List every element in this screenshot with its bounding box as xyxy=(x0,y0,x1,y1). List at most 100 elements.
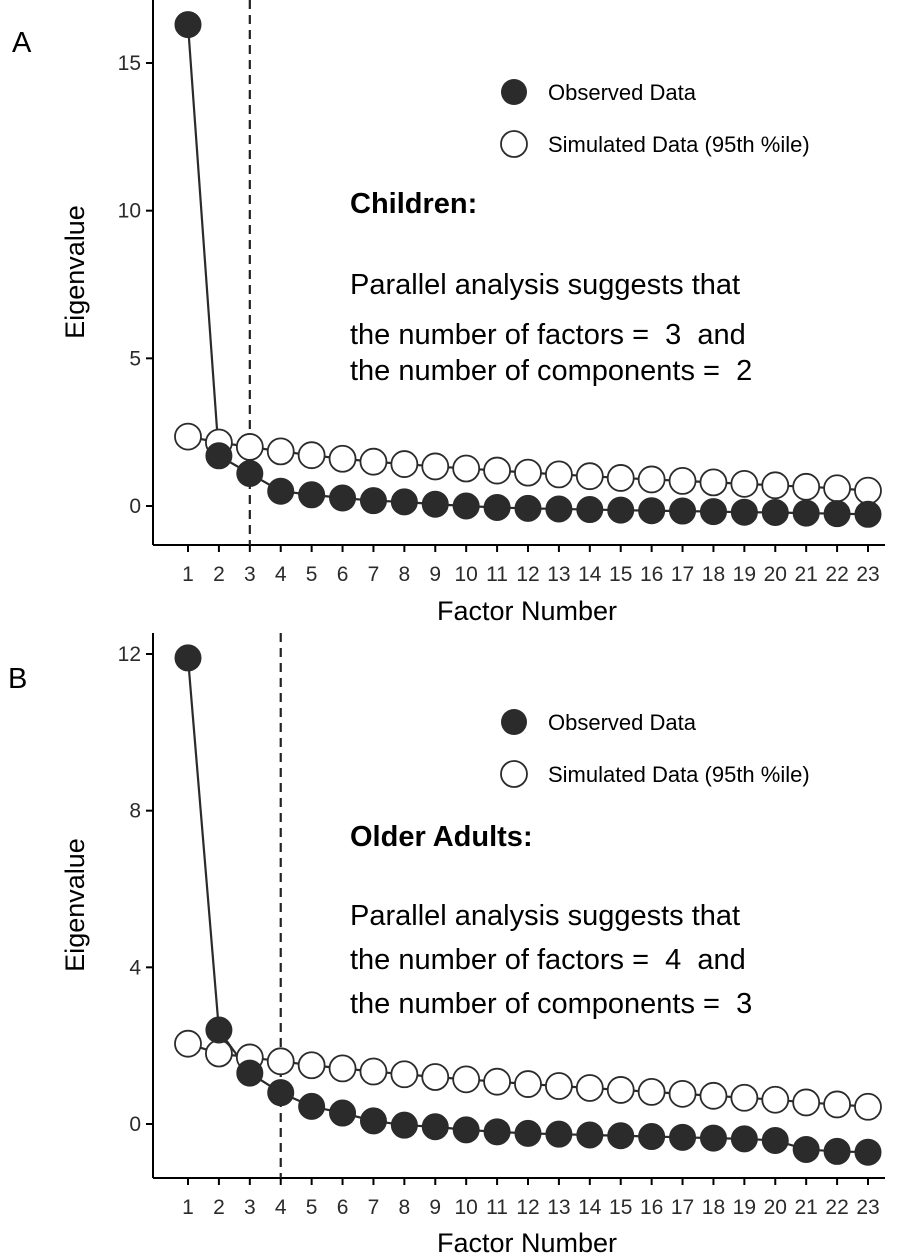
observed-point xyxy=(823,500,851,528)
observed-point xyxy=(298,481,326,509)
simulated-point xyxy=(452,454,481,483)
legend-simulated-label: Simulated Data (95th %ile) xyxy=(548,762,810,787)
observed-point xyxy=(421,1113,449,1141)
legend-simulated-marker xyxy=(500,130,528,158)
legend-simulated-marker xyxy=(500,760,528,788)
x-tick-label: 21 xyxy=(795,563,818,586)
simulated-point xyxy=(545,460,573,489)
simulated-point xyxy=(730,1083,759,1112)
simulated-point xyxy=(359,447,388,476)
simulated-point xyxy=(792,472,821,501)
observed-point xyxy=(699,1124,727,1152)
x-tick-label: 11 xyxy=(486,563,508,586)
annotation-line: Parallel analysis suggests that xyxy=(350,269,740,301)
x-tick-label: 19 xyxy=(733,563,756,586)
annotation-line: the number of components = 2 xyxy=(350,355,752,387)
observed-point xyxy=(792,499,820,527)
simulated-point xyxy=(668,1079,697,1108)
observed-point xyxy=(638,497,666,525)
observed-point xyxy=(174,11,202,39)
simulated-point xyxy=(390,450,419,478)
x-tick-label: 8 xyxy=(399,1196,411,1219)
x-tick-label: 6 xyxy=(337,563,349,586)
legend: Observed Data Simulated Data (95th %ile) xyxy=(500,79,810,158)
x-tick-label: 10 xyxy=(455,563,478,586)
simulated-point xyxy=(854,1092,882,1121)
simulated-point xyxy=(699,468,728,497)
x-tick-label: 2 xyxy=(213,563,225,586)
x-tick-label: 9 xyxy=(429,563,441,586)
x-tick-label: 13 xyxy=(547,1196,570,1219)
y-tick-label: 5 xyxy=(129,347,141,370)
observed-point xyxy=(854,500,882,528)
simulated-point xyxy=(328,1054,357,1083)
x-tick-label: 1 xyxy=(182,563,194,586)
simulated-point xyxy=(452,1065,481,1094)
observed-point xyxy=(545,1120,573,1148)
observed-point xyxy=(730,498,758,526)
observed-point xyxy=(236,460,264,488)
observed-point xyxy=(205,442,233,470)
y-tick-label: 8 xyxy=(129,800,141,823)
panel-label: A xyxy=(12,27,32,59)
observed-point xyxy=(576,1121,604,1149)
x-tick-label: 4 xyxy=(275,563,287,586)
x-tick-label: 5 xyxy=(306,563,318,586)
simulated-point xyxy=(297,441,326,470)
observed-point xyxy=(483,1118,511,1146)
observed-point xyxy=(390,488,418,516)
annotation: Older Adults: Parallel analysis suggests … xyxy=(350,821,752,1020)
x-tick-label: 3 xyxy=(244,563,256,586)
observed-point xyxy=(607,1122,635,1150)
x-tick-label: 6 xyxy=(337,1196,349,1219)
x-tick-label: 22 xyxy=(825,563,848,586)
simulated-point xyxy=(483,456,511,485)
x-tick-label: 23 xyxy=(856,1196,879,1219)
x-tick-label: 11 xyxy=(486,1196,508,1219)
observed-point xyxy=(514,1119,542,1147)
simulated-point xyxy=(297,1051,326,1080)
x-tick-label: 21 xyxy=(795,1196,818,1219)
y-tick-label: 15 xyxy=(118,52,141,75)
observed-point xyxy=(452,492,480,520)
observed-point xyxy=(298,1092,326,1120)
x-tick-label: 18 xyxy=(702,1196,725,1219)
annotation-title: Children: xyxy=(350,188,477,220)
x-tick-label: 17 xyxy=(671,563,694,586)
x-tick-label: 10 xyxy=(455,1196,478,1219)
annotation: Children: Parallel analysis suggests that… xyxy=(350,188,752,387)
annotation-line: the number of components = 3 xyxy=(350,988,752,1020)
simulated-point xyxy=(637,465,666,494)
x-tick-label: 20 xyxy=(764,563,787,586)
x-tick-label: 22 xyxy=(825,1196,848,1219)
observed-point xyxy=(514,494,542,522)
y-axis-title: Eigenvalue xyxy=(60,205,90,339)
observed-point xyxy=(359,487,387,515)
observed-point xyxy=(854,1138,882,1166)
simulated-point xyxy=(606,464,635,492)
legend-observed-marker xyxy=(501,709,527,735)
y-tick-label: 0 xyxy=(129,1113,141,1136)
simulated-point xyxy=(359,1057,388,1086)
simulated-point xyxy=(668,466,697,495)
observed-point xyxy=(267,477,295,505)
x-tick-label: 19 xyxy=(733,1196,756,1219)
observed-point xyxy=(669,497,697,525)
x-axis-title: Factor Number xyxy=(437,1228,617,1254)
simulated-point xyxy=(328,444,357,473)
observed-point xyxy=(761,498,789,526)
simulated-point xyxy=(421,452,450,481)
x-tick-label: 7 xyxy=(368,1196,380,1219)
simulated-point xyxy=(483,1067,511,1096)
simulated-point xyxy=(575,462,604,491)
observed-point xyxy=(359,1107,387,1135)
x-tick-label: 16 xyxy=(640,563,663,586)
annotation-title: Older Adults: xyxy=(350,821,533,853)
observed-point xyxy=(452,1116,480,1144)
legend: Observed Data Simulated Data (95th %ile) xyxy=(500,709,810,788)
observed-point xyxy=(174,644,202,672)
simulated-point xyxy=(854,476,882,505)
y-tick-label: 0 xyxy=(129,495,141,518)
